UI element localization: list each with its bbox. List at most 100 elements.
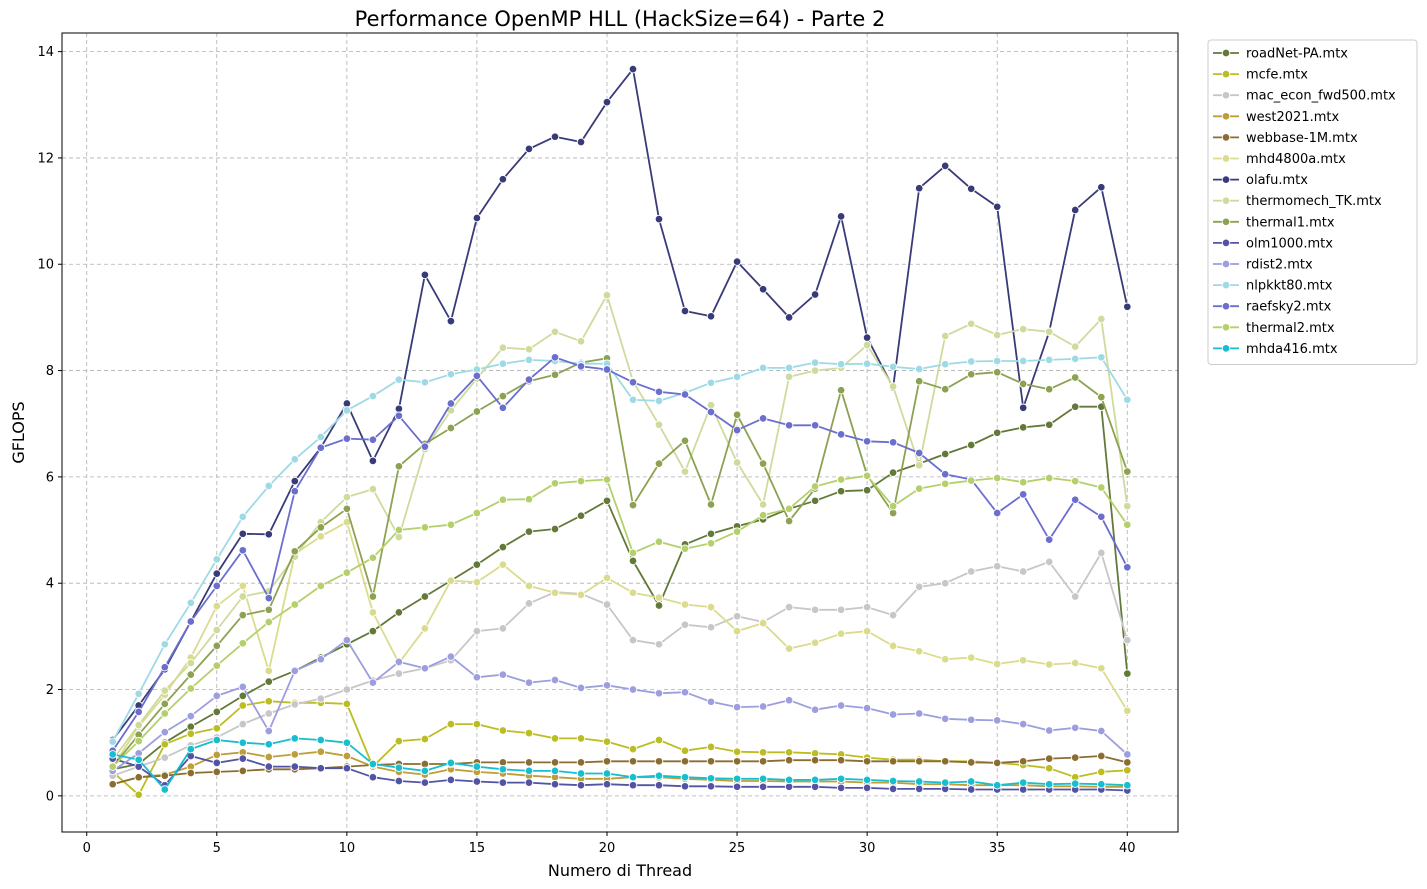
data-point bbox=[446, 423, 456, 433]
data-point bbox=[446, 576, 456, 585]
data-point bbox=[1097, 512, 1106, 522]
series-line bbox=[111, 356, 1129, 743]
data-point bbox=[1097, 182, 1106, 192]
data-point bbox=[576, 780, 586, 790]
data-point bbox=[186, 617, 196, 626]
data-point bbox=[940, 757, 950, 766]
series-thermomech-tk-mtx bbox=[108, 290, 1132, 764]
data-point bbox=[732, 527, 742, 536]
data-point bbox=[1097, 751, 1106, 761]
data-point bbox=[992, 428, 1002, 438]
data-point bbox=[524, 527, 534, 536]
data-point bbox=[1123, 563, 1132, 572]
series-mhda416-mtx bbox=[108, 734, 1132, 794]
data-point bbox=[134, 707, 143, 717]
data-point bbox=[368, 435, 378, 444]
data-point bbox=[602, 600, 612, 609]
data-point bbox=[472, 508, 482, 518]
data-point bbox=[732, 410, 742, 419]
data-point bbox=[888, 776, 898, 786]
data-point bbox=[680, 746, 690, 755]
data-point bbox=[888, 784, 898, 794]
data-point bbox=[758, 757, 768, 766]
data-point bbox=[1018, 719, 1028, 729]
data-point bbox=[1097, 726, 1106, 736]
data-point bbox=[810, 421, 820, 430]
data-point bbox=[394, 404, 404, 414]
data-point bbox=[966, 567, 976, 576]
data-point bbox=[992, 367, 1002, 377]
data-point bbox=[108, 737, 117, 746]
data-point bbox=[186, 744, 196, 754]
data-point bbox=[394, 657, 404, 667]
legend-label: thermomech_TK.mtx bbox=[1246, 194, 1382, 209]
data-point bbox=[940, 479, 950, 489]
data-point bbox=[550, 132, 560, 141]
data-point bbox=[784, 755, 794, 765]
data-point bbox=[732, 372, 742, 382]
legend-item: mhda416.mtx bbox=[1213, 342, 1338, 357]
data-point bbox=[264, 677, 274, 686]
data-point bbox=[420, 624, 430, 633]
data-point bbox=[1018, 403, 1028, 413]
data-point bbox=[706, 623, 716, 632]
data-point bbox=[264, 593, 274, 603]
data-point bbox=[654, 396, 664, 406]
data-point bbox=[1044, 420, 1054, 430]
legend-marker bbox=[1221, 280, 1231, 290]
data-point bbox=[784, 748, 794, 757]
data-point bbox=[1123, 302, 1132, 312]
y-axis-label: GFLOPS bbox=[9, 401, 28, 463]
data-point bbox=[810, 290, 820, 299]
data-point bbox=[1044, 327, 1054, 337]
data-point bbox=[394, 608, 404, 617]
data-point bbox=[1044, 763, 1054, 773]
data-point bbox=[316, 523, 326, 532]
data-point bbox=[550, 370, 560, 380]
series-line bbox=[111, 294, 1129, 761]
data-point bbox=[680, 757, 690, 766]
data-point bbox=[1070, 373, 1080, 382]
data-point bbox=[836, 701, 846, 710]
data-point bbox=[550, 524, 560, 534]
data-point bbox=[602, 737, 612, 746]
data-point bbox=[602, 681, 612, 690]
data-point bbox=[940, 714, 950, 724]
data-point bbox=[992, 758, 1002, 768]
series-line bbox=[111, 356, 1129, 752]
data-point bbox=[914, 376, 924, 386]
data-point bbox=[680, 467, 690, 476]
data-point bbox=[1044, 535, 1054, 544]
data-point bbox=[446, 370, 456, 379]
legend-marker bbox=[1221, 344, 1231, 353]
data-point bbox=[394, 736, 404, 746]
data-point bbox=[420, 442, 430, 451]
data-point bbox=[966, 653, 976, 662]
data-point bbox=[472, 407, 482, 416]
data-point bbox=[706, 539, 716, 548]
data-point bbox=[758, 500, 768, 509]
data-point bbox=[420, 523, 430, 532]
data-point bbox=[316, 694, 326, 703]
data-point bbox=[472, 626, 482, 636]
data-point bbox=[680, 390, 690, 399]
data-point bbox=[966, 184, 976, 194]
data-point bbox=[602, 290, 612, 300]
data-point bbox=[992, 508, 1002, 518]
data-point bbox=[524, 375, 534, 384]
data-point bbox=[862, 437, 872, 446]
data-point bbox=[628, 64, 638, 74]
data-point bbox=[758, 702, 768, 711]
data-point bbox=[134, 790, 143, 800]
data-point bbox=[212, 691, 222, 701]
data-point bbox=[836, 774, 846, 784]
data-point bbox=[888, 641, 898, 651]
data-point bbox=[446, 316, 456, 326]
data-point bbox=[108, 762, 117, 771]
data-point bbox=[264, 530, 274, 539]
data-point bbox=[264, 740, 274, 749]
data-point bbox=[498, 359, 508, 368]
data-point bbox=[1018, 567, 1028, 576]
data-point bbox=[1123, 635, 1132, 645]
legend-marker bbox=[1221, 259, 1231, 269]
